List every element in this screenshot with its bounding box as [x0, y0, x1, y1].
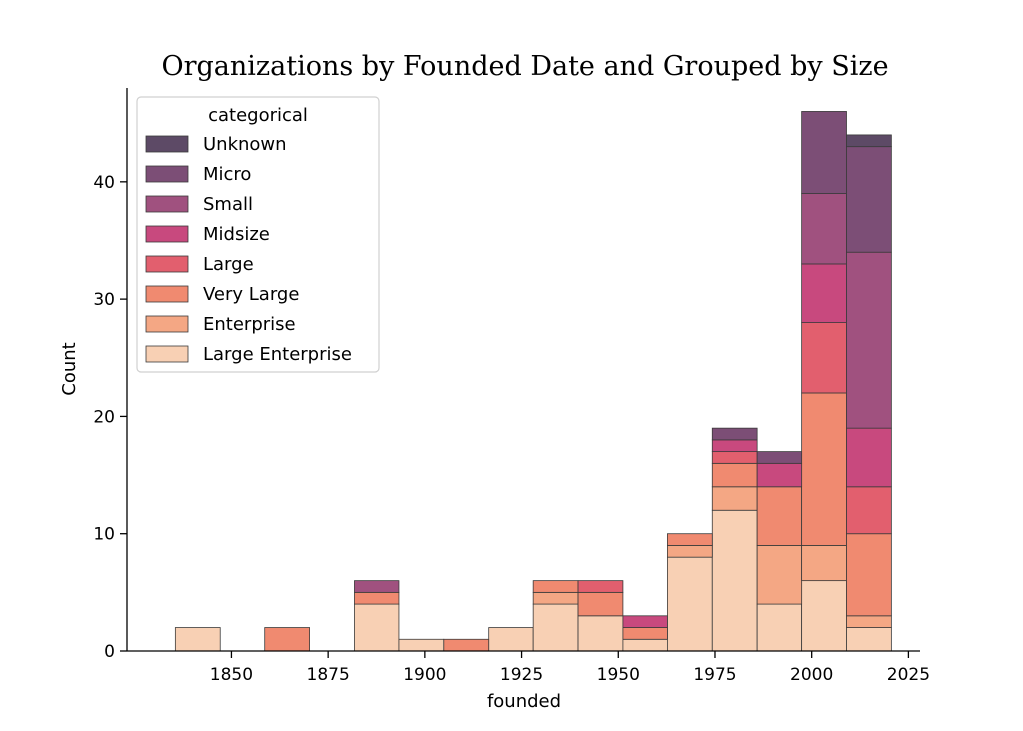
- bar-midsize-bin-10: [622, 615, 668, 628]
- bar-very-large-bin-11: [667, 533, 713, 546]
- y-tick-label: 20: [93, 407, 115, 427]
- legend-swatch-large: [145, 255, 189, 273]
- bar-large-enterprise-bin-12: [711, 509, 758, 652]
- bar-large-bin-12: [711, 451, 758, 464]
- bar-large-bin-9: [577, 580, 624, 593]
- bar-very-large-bin-10: [622, 627, 668, 640]
- bar-enterprise-bin-13: [756, 545, 803, 605]
- bar-very-large-bin-9: [577, 591, 624, 617]
- bar-very-large-bin-12: [711, 462, 758, 488]
- legend-swatch-micro: [145, 165, 189, 183]
- bar-enterprise-bin-12: [711, 486, 758, 511]
- x-tick-label: 1900: [403, 665, 446, 685]
- bar-unknown-bin-15: [846, 134, 892, 148]
- bar-large-enterprise-bin-10: [622, 638, 668, 652]
- bar-midsize-bin-13: [756, 462, 803, 488]
- bar-enterprise-bin-15: [846, 615, 892, 628]
- bar-midsize-bin-12: [711, 439, 758, 453]
- y-tick-label: 10: [93, 525, 115, 545]
- x-tick-label: 1950: [597, 665, 640, 685]
- legend-label-enterprise: Enterprise: [203, 314, 296, 335]
- x-ticks-group: 1850 1875 1900 1925 1950 1975 2000 2025: [210, 651, 930, 685]
- bar-midsize-bin-15: [846, 427, 892, 488]
- bar-very-large-bin-4: [354, 591, 400, 605]
- bar-micro-bin-13: [756, 451, 803, 464]
- bar-midsize-bin-14: [801, 263, 847, 323]
- bar-very-large-bin-8: [532, 580, 579, 593]
- bar-large-enterprise-bin-11: [667, 556, 713, 652]
- legend-label-large: Large: [203, 254, 254, 275]
- x-tick-label: 2025: [887, 665, 930, 685]
- x-axis-label: founded: [487, 691, 561, 712]
- legend-frame: [136, 96, 380, 373]
- y-axis-label: Count: [59, 342, 80, 395]
- legend-swatch-midsize: [145, 225, 189, 243]
- bar-very-large-bin-6: [443, 638, 490, 652]
- bar-large-bin-14: [801, 322, 847, 394]
- bar-large-enterprise-bin-5: [398, 638, 445, 652]
- bar-large-enterprise-bin-0: [174, 627, 221, 652]
- bars-group: [174, 111, 892, 652]
- bar-large-enterprise-bin-4: [354, 603, 400, 652]
- legend-items: Unknown Micro Small Midsize Large Very Large E…: [145, 134, 352, 365]
- bar-enterprise-bin-11: [667, 545, 713, 558]
- chart-title: Organizations by Founded Date and Groupe…: [161, 51, 888, 82]
- legend-label-unknown: Unknown: [203, 134, 287, 155]
- x-tick-label: 1975: [693, 665, 736, 685]
- bar-very-large-bin-2: [264, 627, 310, 652]
- legend: categorical Unknown Micro Small Midsize Larg…: [136, 96, 380, 373]
- legend-swatch-very-large: [145, 285, 189, 303]
- bar-very-large-bin-14: [801, 392, 847, 546]
- legend-label-very-large: Very Large: [203, 284, 299, 305]
- legend-swatch-large-enterprise: [145, 345, 189, 363]
- bar-micro-bin-12: [711, 427, 758, 441]
- bar-micro-bin-15: [846, 146, 892, 253]
- bar-large-enterprise-bin-7: [488, 627, 534, 652]
- bar-large-enterprise-bin-14: [801, 580, 847, 652]
- x-tick-label: 1875: [307, 665, 350, 685]
- bar-large-bin-15: [846, 486, 892, 535]
- bar-small-bin-14: [801, 193, 847, 265]
- bar-very-large-bin-15: [846, 533, 892, 617]
- legend-label-large-enterprise: Large Enterprise: [203, 344, 352, 365]
- x-tick-label: 1925: [500, 665, 543, 685]
- legend-title: categorical: [208, 105, 308, 126]
- bar-large-enterprise-bin-13: [756, 603, 803, 652]
- bar-micro-bin-14: [801, 111, 847, 194]
- legend-swatch-unknown: [145, 135, 189, 153]
- legend-swatch-enterprise: [145, 315, 189, 333]
- bar-very-large-bin-13: [756, 486, 803, 546]
- bar-enterprise-bin-8: [532, 591, 579, 605]
- legend-label-midsize: Midsize: [203, 224, 270, 245]
- bar-small-bin-4: [354, 580, 400, 593]
- y-tick-label: 30: [93, 290, 115, 310]
- x-tick-label: 1850: [210, 665, 253, 685]
- x-tick-label: 2000: [790, 665, 833, 685]
- bar-large-enterprise-bin-8: [532, 603, 579, 652]
- legend-swatch-small: [145, 195, 189, 213]
- y-tick-label: 0: [104, 642, 115, 662]
- y-ticks-group: 0 10 20 30 40: [93, 173, 127, 662]
- bar-large-enterprise-bin-15: [846, 627, 892, 652]
- y-tick-label: 40: [93, 173, 115, 193]
- legend-label-small: Small: [203, 194, 253, 215]
- legend-label-micro: Micro: [203, 164, 251, 185]
- bar-enterprise-bin-14: [801, 545, 847, 582]
- bar-large-enterprise-bin-9: [577, 615, 624, 652]
- bar-small-bin-15: [846, 251, 892, 429]
